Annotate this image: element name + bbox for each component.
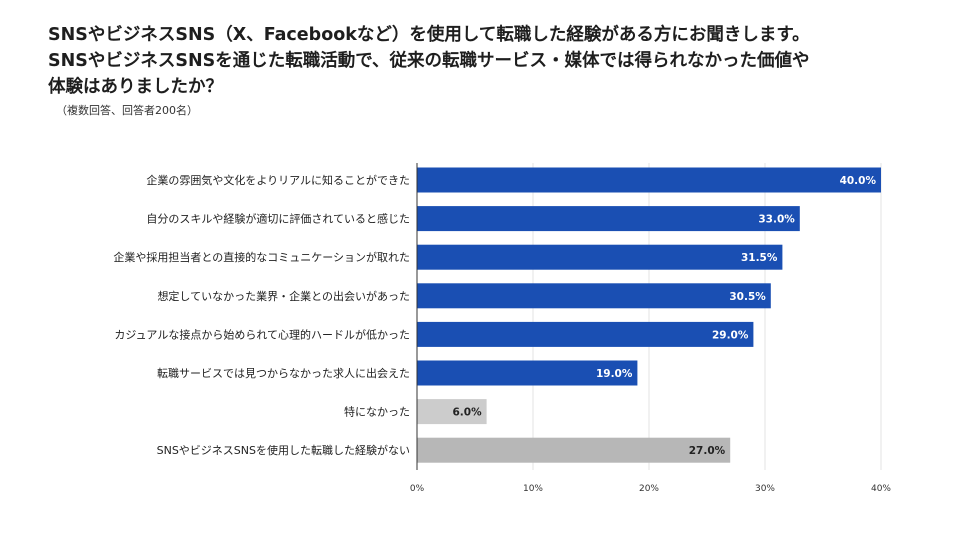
- category-label: 想定していなかった業界・企業との出会いがあった: [157, 289, 410, 303]
- chart-title-line-1: SNSやビジネスSNS（X、Facebookなど）を使用して転職した経験がある方…: [48, 25, 810, 45]
- category-label: 自分のスキルや経験が適切に評価されていると感じた: [146, 212, 410, 226]
- bar: [417, 206, 800, 232]
- chart-note: （複数回答、回答者200名）: [56, 104, 198, 117]
- value-label: 31.5%: [741, 252, 778, 264]
- bar: [417, 437, 731, 463]
- category-label: 企業や採用担当者との直接的なコミュニケーションが取れた: [113, 250, 410, 264]
- x-tick-label: 20%: [639, 484, 659, 494]
- category-label: 特になかった: [344, 405, 410, 419]
- category-label: カジュアルな接点から始められて心理的ハードルが低かった: [114, 327, 410, 341]
- value-label: 29.0%: [712, 329, 749, 341]
- bar: [417, 360, 638, 386]
- category-label: 企業の雰囲気や文化をよりリアルに知ることができた: [146, 173, 410, 187]
- bar: [417, 283, 771, 309]
- x-tick-label: 10%: [523, 484, 543, 494]
- bar: [417, 167, 881, 193]
- x-tick-label: 0%: [410, 484, 425, 494]
- value-label: 6.0%: [452, 407, 482, 419]
- value-label: 27.0%: [689, 445, 726, 457]
- x-tick-label: 40%: [871, 484, 891, 494]
- value-label: 19.0%: [596, 368, 633, 380]
- value-label: 30.5%: [729, 291, 766, 303]
- chart-title-line-3: 体験はありましたか？: [48, 77, 223, 97]
- category-label: 転職サービスでは見つからなかった求人に出会えた: [157, 366, 410, 380]
- title-block: SNSやビジネスSNS（X、Facebookなど）を使用して転職した経験がある方…: [48, 22, 928, 118]
- value-label: 40.0%: [840, 175, 877, 187]
- bar: [417, 399, 487, 425]
- x-tick-label: 30%: [755, 484, 775, 494]
- bar: [417, 244, 783, 270]
- chart-title-line-2: SNSやビジネスSNSを通じた転職活動で、従来の転職サービス・媒体では得られなか…: [48, 51, 810, 71]
- category-label: SNSやビジネスSNSを使用した転職した経験がない: [157, 443, 410, 457]
- bar: [417, 321, 754, 347]
- value-label: 33.0%: [758, 214, 795, 226]
